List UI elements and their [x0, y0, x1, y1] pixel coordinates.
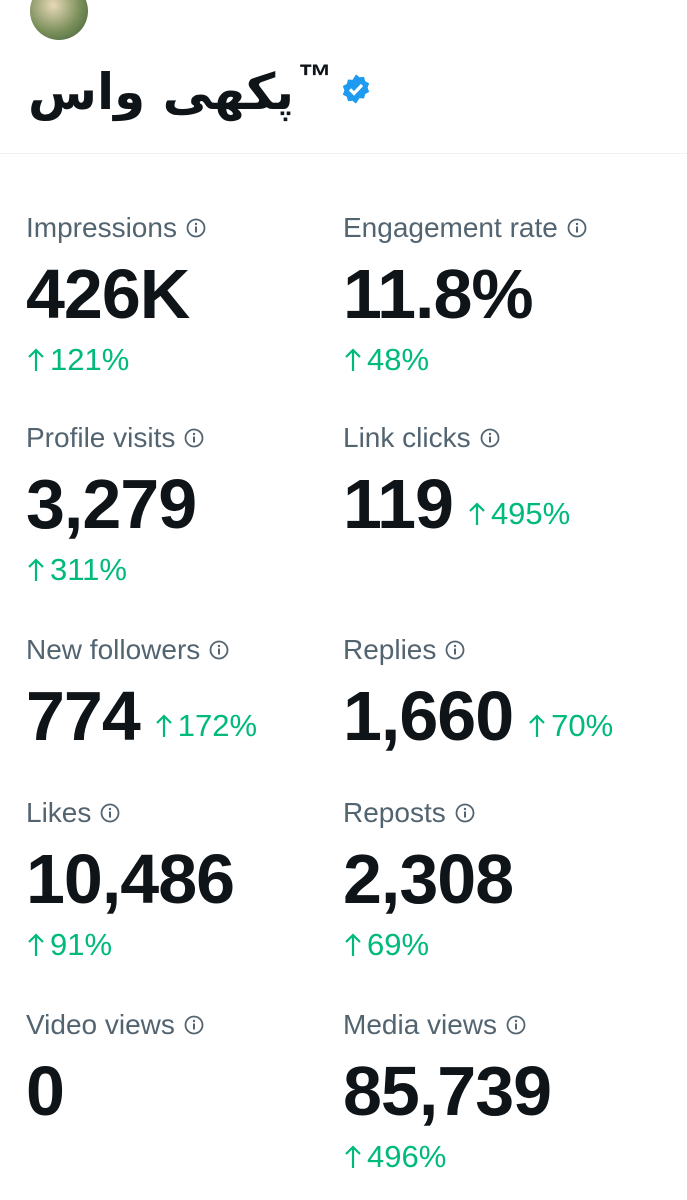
info-icon[interactable]	[444, 639, 466, 661]
metric-value-row: 426K	[26, 248, 346, 340]
metric-card: Profile visits 3,279 311%	[26, 418, 346, 590]
metric-change-row: 172%	[154, 706, 257, 746]
account-title: پکھی واس ™	[28, 52, 372, 132]
info-icon[interactable]	[208, 639, 230, 661]
metric-label-row: New followers	[26, 630, 346, 670]
metric-change-row: 121%	[26, 340, 346, 380]
metric-value-row: 0	[26, 1045, 346, 1137]
metric-label: Media views	[343, 1009, 498, 1040]
up-arrow	[345, 348, 361, 371]
metric-change: 48%	[367, 342, 430, 377]
info-icon[interactable]	[454, 802, 476, 824]
info-icon[interactable]	[183, 1014, 205, 1036]
metric-card: Media views 85,739 496%	[343, 1005, 663, 1177]
metric-label: Reposts	[343, 797, 446, 828]
avatar[interactable]	[30, 0, 88, 40]
metric-card: Engagement rate 11.8% 48%	[343, 208, 663, 380]
metric-change-row: 311%	[26, 550, 346, 590]
metric-label-row: Media views	[343, 1005, 663, 1045]
metric-value-row: 1,660 70%	[343, 670, 663, 762]
info-icon[interactable]	[505, 1014, 527, 1036]
metric-change-row: 495%	[467, 494, 570, 534]
metric-label-row: Engagement rate	[343, 208, 663, 248]
up-arrow	[28, 933, 44, 956]
metric-change: 496%	[367, 1139, 447, 1174]
metric-value-row: 2,308	[343, 833, 663, 925]
metric-value-row: 774 172%	[26, 670, 346, 762]
metric-change-row: 91%	[26, 925, 346, 965]
up-arrow	[156, 714, 172, 737]
metric-card: Impressions 426K 121%	[26, 208, 346, 380]
metric-change: 495%	[490, 496, 571, 531]
metric-value: 1,660	[343, 677, 514, 755]
up-arrow	[345, 933, 361, 956]
metric-value: 774	[26, 677, 141, 755]
metric-label: Likes	[26, 797, 92, 828]
metric-card: Likes 10,486 91%	[26, 793, 346, 965]
metric-label: Replies	[343, 634, 437, 665]
metric-value: 11.8%	[343, 255, 534, 333]
metric-value: 119	[343, 465, 454, 543]
metric-value-row: 85,739	[343, 1045, 663, 1137]
verified-badge	[342, 74, 370, 104]
up-arrow	[529, 714, 545, 737]
metric-label-row: Link clicks	[343, 418, 663, 458]
metric-card: Replies 1,660 70%	[343, 630, 663, 762]
metric-card: Link clicks 119 495%	[343, 418, 663, 550]
info-icon[interactable]	[183, 427, 205, 449]
metric-change: 311%	[50, 552, 127, 587]
metric-label: Video views	[26, 1009, 175, 1040]
info-icon[interactable]	[566, 217, 588, 239]
metric-value: 10,486	[26, 840, 235, 918]
metric-change-row: 70%	[527, 706, 613, 746]
metric-label: New followers	[26, 634, 201, 665]
metric-change: 91%	[50, 927, 113, 962]
metric-change-row: 496%	[343, 1137, 663, 1177]
metric-card: Reposts 2,308 69%	[343, 793, 663, 965]
up-arrow	[469, 502, 485, 525]
metric-label-row: Reposts	[343, 793, 663, 833]
metric-label: Link clicks	[343, 422, 471, 453]
metric-label-row: Profile visits	[26, 418, 346, 458]
metric-card: New followers 774 172%	[26, 630, 346, 762]
metric-value: 2,308	[343, 840, 514, 918]
metric-label-row: Likes	[26, 793, 346, 833]
metric-change-row: 48%	[343, 340, 663, 380]
metric-value: 0	[26, 1052, 65, 1130]
metric-label: Impressions	[26, 212, 177, 243]
metric-value: 3,279	[26, 465, 197, 543]
metric-value-row: 119 495%	[343, 458, 663, 550]
up-arrow	[345, 1145, 361, 1168]
trademark: ™	[298, 58, 333, 96]
up-arrow	[28, 348, 44, 371]
account-name: پکھی واس	[28, 63, 295, 121]
metric-label-row: Video views	[26, 1005, 346, 1045]
divider	[0, 153, 687, 154]
metric-change: 121%	[50, 342, 130, 377]
info-icon[interactable]	[185, 217, 207, 239]
metric-value: 85,739	[343, 1052, 552, 1130]
metric-change: 69%	[367, 927, 430, 962]
metric-label: Profile visits	[26, 422, 176, 453]
metric-value-row: 3,279	[26, 458, 346, 550]
info-icon[interactable]	[99, 802, 121, 824]
info-icon[interactable]	[479, 427, 501, 449]
metric-change: 172%	[177, 708, 258, 743]
metric-label-row: Impressions	[26, 208, 346, 248]
metric-change-row: 69%	[343, 925, 663, 965]
metric-label-row: Replies	[343, 630, 663, 670]
metric-value-row: 10,486	[26, 833, 346, 925]
metric-value-row: 11.8%	[343, 248, 663, 340]
metric-label: Engagement rate	[343, 212, 558, 243]
up-arrow	[28, 558, 44, 581]
metric-card: Video views 0	[26, 1005, 346, 1137]
metric-change: 70%	[551, 708, 614, 743]
metric-value: 426K	[26, 255, 190, 333]
